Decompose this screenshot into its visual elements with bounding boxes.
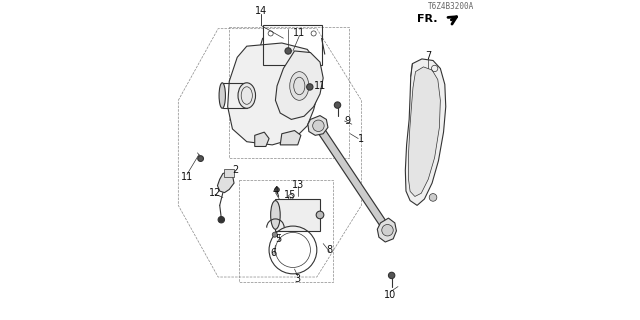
- Text: 10: 10: [384, 290, 396, 300]
- Circle shape: [285, 48, 291, 54]
- Bar: [262, 26, 321, 65]
- Circle shape: [198, 156, 204, 162]
- Bar: [225, 169, 234, 177]
- Text: 11: 11: [180, 172, 193, 182]
- Polygon shape: [255, 132, 269, 147]
- Circle shape: [382, 225, 393, 236]
- Ellipse shape: [271, 201, 280, 229]
- Polygon shape: [308, 116, 328, 135]
- Text: 1: 1: [358, 133, 364, 143]
- Text: 15: 15: [284, 190, 296, 200]
- Text: 8: 8: [326, 245, 333, 255]
- Circle shape: [388, 272, 395, 279]
- Circle shape: [334, 102, 340, 108]
- Text: 2: 2: [232, 165, 239, 175]
- Circle shape: [275, 188, 279, 192]
- Text: 13: 13: [292, 180, 304, 190]
- Polygon shape: [408, 67, 440, 196]
- Polygon shape: [280, 131, 301, 145]
- Ellipse shape: [219, 83, 225, 108]
- Bar: [275, 199, 320, 231]
- Text: 9: 9: [344, 116, 350, 126]
- Text: 12: 12: [209, 188, 221, 198]
- Polygon shape: [228, 43, 320, 145]
- Text: 5: 5: [275, 234, 282, 244]
- Text: 14: 14: [255, 6, 268, 16]
- Circle shape: [313, 120, 324, 132]
- Circle shape: [429, 194, 437, 201]
- Text: 3: 3: [294, 274, 301, 284]
- Text: T6Z4B3200A: T6Z4B3200A: [428, 2, 474, 11]
- Text: 11: 11: [293, 28, 305, 38]
- Polygon shape: [314, 122, 387, 227]
- Ellipse shape: [290, 72, 309, 100]
- Polygon shape: [405, 59, 446, 205]
- Polygon shape: [275, 51, 323, 119]
- Text: 11: 11: [314, 81, 326, 91]
- Text: 7: 7: [425, 51, 431, 61]
- Text: 6: 6: [271, 248, 277, 258]
- Circle shape: [218, 217, 225, 223]
- Circle shape: [272, 232, 277, 237]
- Text: FR.: FR.: [417, 14, 438, 24]
- Ellipse shape: [238, 83, 255, 108]
- Circle shape: [307, 84, 313, 90]
- Polygon shape: [378, 218, 396, 242]
- Circle shape: [316, 211, 324, 219]
- Text: 4: 4: [273, 186, 278, 196]
- Polygon shape: [218, 172, 234, 193]
